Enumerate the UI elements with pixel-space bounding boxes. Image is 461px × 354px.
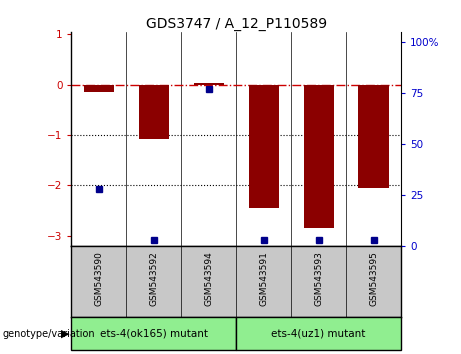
Text: GSM543592: GSM543592 <box>149 252 159 306</box>
Text: ets-4(uz1) mutant: ets-4(uz1) mutant <box>272 329 366 339</box>
Bar <box>71 317 236 350</box>
Text: ▶: ▶ <box>61 329 69 339</box>
Text: GSM543595: GSM543595 <box>369 252 378 307</box>
Bar <box>303 85 334 228</box>
Bar <box>359 85 389 188</box>
Bar <box>194 83 224 85</box>
Text: GSM543594: GSM543594 <box>204 252 213 306</box>
Text: ets-4(ok165) mutant: ets-4(ok165) mutant <box>100 329 208 339</box>
Text: genotype/variation: genotype/variation <box>2 329 95 339</box>
Title: GDS3747 / A_12_P110589: GDS3747 / A_12_P110589 <box>146 17 327 31</box>
Bar <box>84 85 114 92</box>
Text: GSM543590: GSM543590 <box>95 252 103 307</box>
Bar <box>139 85 169 139</box>
Bar <box>248 85 279 208</box>
Bar <box>236 317 401 350</box>
Text: GSM543593: GSM543593 <box>314 252 323 307</box>
Text: GSM543591: GSM543591 <box>259 252 268 307</box>
